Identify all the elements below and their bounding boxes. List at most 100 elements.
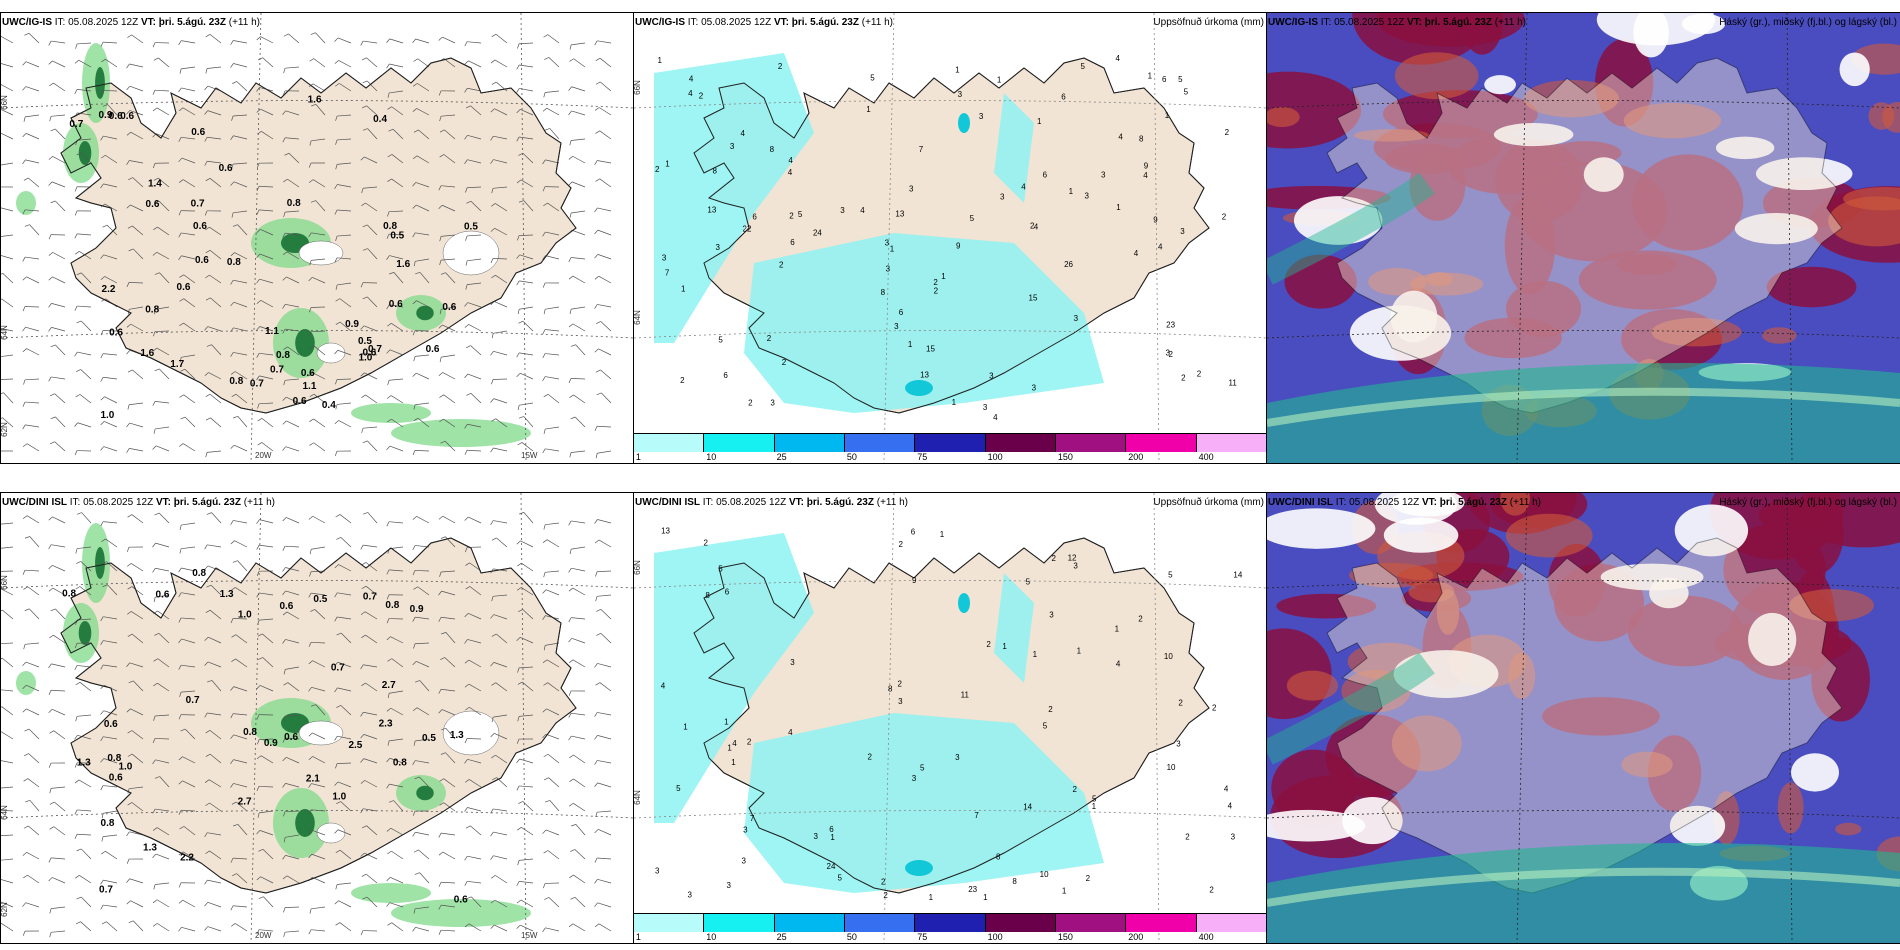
wind-barb-flag xyxy=(76,896,82,900)
wind-barb-flag xyxy=(179,274,184,278)
wind-barb xyxy=(313,58,326,68)
wind-barb-flag xyxy=(441,728,447,731)
wind-barb-flag xyxy=(256,375,260,381)
wind-barb xyxy=(599,178,612,188)
precip-value-label: 1 xyxy=(727,744,732,753)
wind-barb xyxy=(52,708,66,716)
wind-barb xyxy=(53,826,66,836)
wind-barb-flag xyxy=(386,395,392,399)
wind-barb xyxy=(518,234,534,236)
wind-barb xyxy=(285,567,300,572)
wind-barb-flag xyxy=(231,212,234,218)
wind-barb-flag xyxy=(466,392,472,396)
wind-barb-flag xyxy=(282,546,286,551)
wind-barb-flag xyxy=(518,320,524,324)
wind-barb xyxy=(571,257,586,260)
wind-barb xyxy=(233,301,248,308)
wind-barb-flag xyxy=(257,131,262,135)
wind-barb-flag xyxy=(308,162,312,168)
wind-barb xyxy=(155,400,170,404)
legend-swatch xyxy=(1055,434,1127,452)
wind-barb-flag xyxy=(335,514,341,518)
wind-barb xyxy=(80,320,92,332)
wind-barb xyxy=(155,426,170,430)
wind-barb xyxy=(520,636,534,644)
precip-value-label: 1.0 xyxy=(118,762,132,773)
clear-area xyxy=(1715,136,1775,160)
wind-barb xyxy=(311,809,326,812)
wind-barb-flag xyxy=(179,322,184,327)
precip-value-label: 15 xyxy=(1029,293,1038,302)
wind-barb xyxy=(233,135,248,140)
wind-barb xyxy=(545,570,560,573)
precip-value-label: 1 xyxy=(908,340,913,349)
wind-barb-flag xyxy=(76,320,82,324)
precip-value-label: 1 xyxy=(929,893,934,902)
precip-value-label: 0.6 xyxy=(109,328,123,339)
wind-barb xyxy=(51,40,66,44)
legend-swatch xyxy=(1055,914,1127,932)
wind-barb-flag xyxy=(206,512,212,515)
wind-barb xyxy=(51,786,66,789)
wind-barb-flag xyxy=(308,929,312,935)
precip-area xyxy=(744,713,1104,893)
panel-field-title: Háský (gr.), miðský (fj.bl.) og lágský (… xyxy=(1719,497,1897,508)
precip-value-label: 3 xyxy=(726,881,731,890)
precip-value-label: 0.6 xyxy=(362,347,376,358)
wind-barb-flag xyxy=(49,116,52,122)
wind-barb xyxy=(182,443,196,452)
lat-label: 62N xyxy=(0,422,9,437)
wind-barb xyxy=(103,376,118,380)
wind-barb xyxy=(1,109,14,116)
wind-barb-flag xyxy=(75,875,80,879)
wind-barb xyxy=(25,661,40,668)
wind-barb-flag xyxy=(543,753,549,758)
wind-barb xyxy=(599,57,612,68)
precip-value-label: 5 xyxy=(970,214,975,223)
precip-value-label: 0.9 xyxy=(410,604,424,615)
wind-barb xyxy=(156,347,170,356)
wind-barb-flag xyxy=(50,344,56,348)
wind-barb xyxy=(337,138,352,141)
wind-barb-flag xyxy=(74,351,78,357)
wind-barb-flag xyxy=(465,547,468,553)
wind-barb xyxy=(133,680,144,692)
wind-barb-flag xyxy=(413,261,416,267)
wind-barb-flag xyxy=(101,836,104,842)
wind-barb-flag xyxy=(516,280,520,286)
wind-barb-flag xyxy=(415,271,421,275)
wind-barb xyxy=(598,923,612,932)
wind-barb xyxy=(1,63,14,68)
wind-barb xyxy=(415,926,430,932)
cloud-map xyxy=(1267,13,1900,463)
wind-barb xyxy=(519,64,534,68)
high-cloud-area xyxy=(1505,513,1593,558)
wind-barb-flag xyxy=(414,776,420,780)
wind-barb-flag xyxy=(76,272,82,276)
wind-barb-flag xyxy=(362,440,368,444)
wind-barb-flag xyxy=(594,539,600,544)
wind-barb-flag xyxy=(153,177,159,181)
wind-map: 0.80.80.80.81.30.52.30.81.30.70.61.02.22… xyxy=(1,493,634,943)
wind-barb xyxy=(519,42,534,45)
wind-barb xyxy=(311,829,326,836)
wind-barb-flag xyxy=(154,368,160,372)
wind-barb xyxy=(233,114,248,117)
wind-barb-flag xyxy=(439,778,444,782)
wind-barb-flag xyxy=(440,440,446,444)
wind-barb xyxy=(547,202,560,212)
wind-barb xyxy=(363,808,378,812)
wind-barb xyxy=(209,850,222,860)
wind-barb xyxy=(103,446,118,452)
wind-barb xyxy=(157,226,170,236)
wind-barb xyxy=(393,800,404,812)
wind-barb-flag xyxy=(283,380,286,386)
legend-swatch xyxy=(1196,914,1267,932)
wind-barb xyxy=(597,570,612,573)
wind-barb-flag xyxy=(464,759,468,764)
precip-value-label: 3 xyxy=(979,112,984,121)
wind-barb xyxy=(337,661,352,668)
precip-value-label: 2.2 xyxy=(102,284,116,295)
wind-barb-flag xyxy=(126,611,132,615)
wind-barb xyxy=(285,66,300,69)
